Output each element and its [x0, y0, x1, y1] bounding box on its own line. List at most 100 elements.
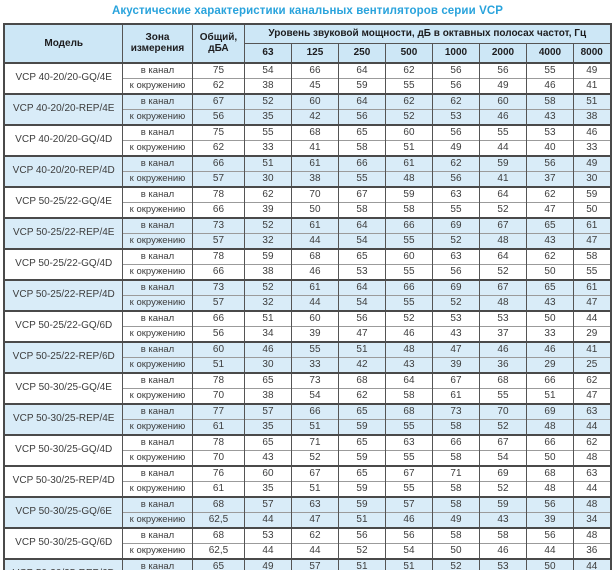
zone-label-ambient: к окружению — [121, 480, 193, 497]
band-value-63: 38 — [243, 387, 292, 404]
band-value-1000: 58 — [431, 480, 480, 497]
model-name: VCP 50-25/22-REP/6D — [3, 340, 123, 373]
band-value-2000: 49 — [478, 77, 527, 94]
band-value-2000: 52 — [478, 201, 527, 218]
band-value-4000: 48 — [525, 480, 574, 497]
total-dba-value: 60 — [191, 340, 245, 357]
band-value-8000: 51 — [572, 92, 612, 109]
band-value-250: 59 — [337, 418, 386, 435]
zone-label-duct: в канал — [121, 340, 193, 357]
band-value-125: 70 — [290, 185, 339, 202]
band-value-8000: 44 — [572, 309, 612, 326]
band-value-125: 60 — [290, 92, 339, 109]
band-value-63: 65 — [243, 371, 292, 388]
total-dba-value: 62,5 — [191, 542, 245, 559]
band-value-2000: 70 — [478, 402, 527, 419]
column-header-freq-1000: 1000 — [431, 42, 480, 63]
table-row-duct: VCP 50-30/25-GQ/4E в канал 78 65 73 68 64 67 68 6… — [3, 371, 612, 404]
model-group: VCP 50-25/22-GQ/6D в канал 66 51 60 56 52 53 53 5… — [3, 309, 612, 342]
total-dba-value: 77 — [191, 402, 245, 419]
band-value-1000: 53 — [431, 309, 480, 326]
table-row-ambient: к окружению 66 38 46 53 55 56 52 50 55 — [4, 263, 612, 280]
band-value-4000: 37 — [525, 170, 574, 187]
band-value-2000: 53 — [478, 557, 527, 570]
table-row-duct: VCP 50-25/22-GQ/6D в канал 66 51 60 56 52 53 53 5… — [3, 309, 612, 342]
model-group: VCP 50-30/25-REP/4E в канал 77 57 66 65 68 73 70… — [3, 402, 612, 435]
column-header-spl-group: Уровень звуковой мощности, дБ в октавных… — [243, 23, 612, 44]
band-value-63: 34 — [243, 325, 292, 342]
band-value-500: 58 — [384, 387, 433, 404]
band-value-63: 43 — [243, 449, 292, 466]
band-value-250: 64 — [337, 92, 386, 109]
model-group: VCP 40-20/20-REP/4D в канал 66 51 61 66 61 62 59… — [3, 154, 612, 187]
band-value-1000: 56 — [431, 263, 480, 280]
band-value-2000: 46 — [478, 108, 527, 125]
band-value-8000: 58 — [572, 247, 612, 264]
total-dba-value: 70 — [191, 449, 245, 466]
band-value-250: 67 — [337, 185, 386, 202]
table-row-duct: VCP 50-25/22-REP/4E в канал 73 52 61 64 66 69 67… — [3, 216, 612, 249]
model-name: VCP 50-25/22-GQ/6D — [3, 309, 123, 342]
column-header-model: Модель — [3, 23, 123, 63]
band-value-250: 68 — [337, 371, 386, 388]
table-row-duct: VCP 50-30/25-REP/4D в канал 76 60 67 65 67 71 69… — [3, 464, 612, 497]
band-value-63: 49 — [243, 557, 292, 570]
table-row-duct: VCP 40-20/20-GQ/4E в канал 75 54 66 64 62 56 56 5… — [3, 61, 612, 94]
band-value-63: 46 — [243, 340, 292, 357]
model-name: VCP 50-30/25-GQ/4E — [3, 371, 123, 404]
band-value-125: 61 — [290, 278, 339, 295]
total-dba-value: 56 — [191, 108, 245, 125]
model-name: VCP 50-30/25-REP/6D — [3, 557, 123, 570]
band-value-250: 65 — [337, 402, 386, 419]
band-value-500: 55 — [384, 294, 433, 311]
band-value-500: 48 — [384, 170, 433, 187]
zone-label-ambient: к окружению — [121, 108, 193, 125]
band-value-4000: 65 — [525, 278, 574, 295]
acoustic-characteristics-table: Модель Зона измерения Общий, дБА Уровень… — [3, 23, 612, 570]
model-group: VCP 50-30/25-REP/6Dв канал65495751515253… — [3, 557, 612, 570]
band-value-125: 66 — [290, 61, 339, 78]
table-row-duct: VCP 40-20/20-REP/4D в канал 66 51 61 66 61 62 59… — [3, 154, 612, 187]
band-value-2000: 52 — [478, 418, 527, 435]
total-dba-value: 65 — [191, 557, 245, 570]
zone-label-duct: в канал — [121, 154, 193, 171]
band-value-250: 58 — [337, 139, 386, 156]
total-dba-value: 78 — [191, 185, 245, 202]
total-dba-value: 78 — [191, 433, 245, 450]
model-name: VCP 50-25/22-GQ/4D — [3, 247, 123, 280]
band-value-4000: 47 — [525, 201, 574, 218]
band-value-125: 38 — [290, 170, 339, 187]
band-value-125: 73 — [290, 371, 339, 388]
band-value-125: 68 — [290, 123, 339, 140]
band-value-8000: 62 — [572, 433, 612, 450]
table-row-ambient: к окружению 57 32 44 54 55 52 48 43 47 — [4, 294, 612, 311]
band-value-500: 66 — [384, 278, 433, 295]
band-value-500: 66 — [384, 216, 433, 233]
total-dba-value: 78 — [191, 247, 245, 264]
band-value-63: 52 — [243, 278, 292, 295]
band-value-1000: 43 — [431, 325, 480, 342]
band-value-1000: 58 — [431, 449, 480, 466]
table-row-duct: VCP 40-20/20-REP/4E в канал 67 52 60 64 62 62 60… — [3, 92, 612, 125]
zone-label-duct: в канал — [121, 371, 193, 388]
band-value-125: 55 — [290, 340, 339, 357]
band-value-2000: 43 — [478, 511, 527, 528]
band-value-250: 51 — [337, 511, 386, 528]
band-value-500: 46 — [384, 511, 433, 528]
band-value-500: 55 — [384, 480, 433, 497]
total-dba-value: 57 — [191, 232, 245, 249]
band-value-63: 30 — [243, 356, 292, 373]
band-value-4000: 43 — [525, 108, 574, 125]
band-value-2000: 64 — [478, 185, 527, 202]
band-value-4000: 50 — [525, 557, 574, 570]
table-row-ambient: к окружению 51 30 33 42 43 39 36 29 25 — [4, 356, 612, 373]
band-value-8000: 33 — [572, 139, 612, 156]
table-row-duct: VCP 50-25/22-REP/6D в канал 60 46 55 51 48 47 46… — [3, 340, 612, 373]
band-value-125: 51 — [290, 480, 339, 497]
band-value-63: 65 — [243, 433, 292, 450]
band-value-1000: 58 — [431, 526, 480, 543]
band-value-500: 55 — [384, 232, 433, 249]
band-value-4000: 58 — [525, 92, 574, 109]
band-value-250: 65 — [337, 123, 386, 140]
band-value-8000: 30 — [572, 170, 612, 187]
